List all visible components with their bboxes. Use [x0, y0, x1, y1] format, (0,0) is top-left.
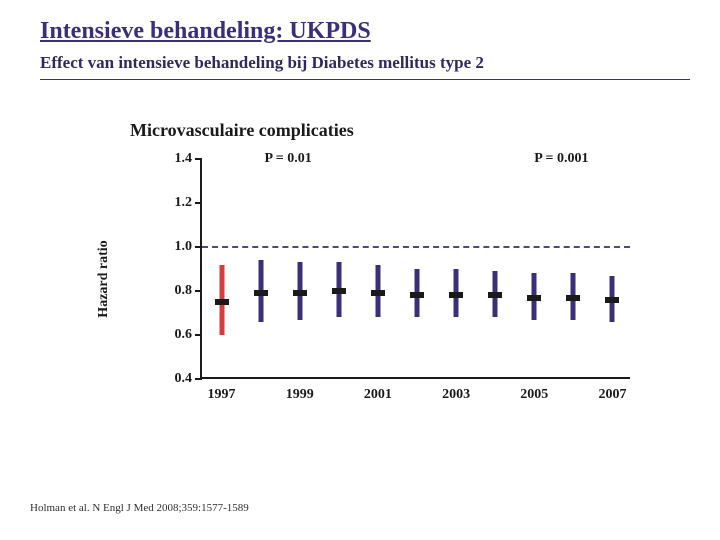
x-tick-label: 1999 — [286, 387, 314, 403]
y-tick-mark — [195, 378, 202, 380]
point-marker — [293, 290, 307, 296]
slide-title: Intensieve behandeling: UKPDS — [40, 18, 690, 45]
point-marker — [371, 290, 385, 296]
citation-text: Holman et al. N Engl J Med 2008;359:1577… — [30, 502, 249, 514]
point-marker — [527, 295, 541, 301]
x-tick-label: 1997 — [208, 387, 236, 403]
reference-line — [202, 246, 630, 248]
point-marker — [566, 295, 580, 301]
point-marker — [449, 292, 463, 298]
chart-area: Hazard ratio 1.41.21.00.80.60.4P = 0.01P… — [160, 159, 640, 399]
point-marker — [410, 292, 424, 298]
y-axis-label: Hazard ratio — [96, 240, 112, 317]
y-tick-label: 1.2 — [175, 195, 193, 211]
point-marker — [215, 299, 229, 305]
x-tick-label: 2001 — [364, 387, 392, 403]
y-tick-mark — [195, 158, 202, 160]
y-tick-label: 0.8 — [175, 283, 193, 299]
y-tick-label: 0.6 — [175, 327, 193, 343]
point-marker — [332, 288, 346, 294]
x-tick-label: 2003 — [442, 387, 470, 403]
plot-region: 1.41.21.00.80.60.4P = 0.01P = 0.00119971… — [200, 159, 630, 379]
y-tick-mark — [195, 202, 202, 204]
y-tick-label: 1.4 — [175, 151, 193, 167]
point-marker — [254, 290, 268, 296]
chart-heading: Microvasculaire complicaties — [130, 120, 690, 141]
x-tick-label: 2005 — [520, 387, 548, 403]
point-marker — [605, 297, 619, 303]
slide: Intensieve behandeling: UKPDS Effect van… — [0, 0, 720, 540]
y-tick-label: 0.4 — [175, 371, 193, 387]
y-tick-mark — [195, 334, 202, 336]
p-value-annotation: P = 0.01 — [265, 151, 312, 167]
y-tick-mark — [195, 290, 202, 292]
y-tick-mark — [195, 246, 202, 248]
point-marker — [488, 292, 502, 298]
x-tick-label: 2007 — [598, 387, 626, 403]
p-value-annotation: P = 0.001 — [534, 151, 588, 167]
slide-subtitle: Effect van intensieve behandeling bij Di… — [40, 53, 690, 80]
y-tick-label: 1.0 — [175, 239, 193, 255]
